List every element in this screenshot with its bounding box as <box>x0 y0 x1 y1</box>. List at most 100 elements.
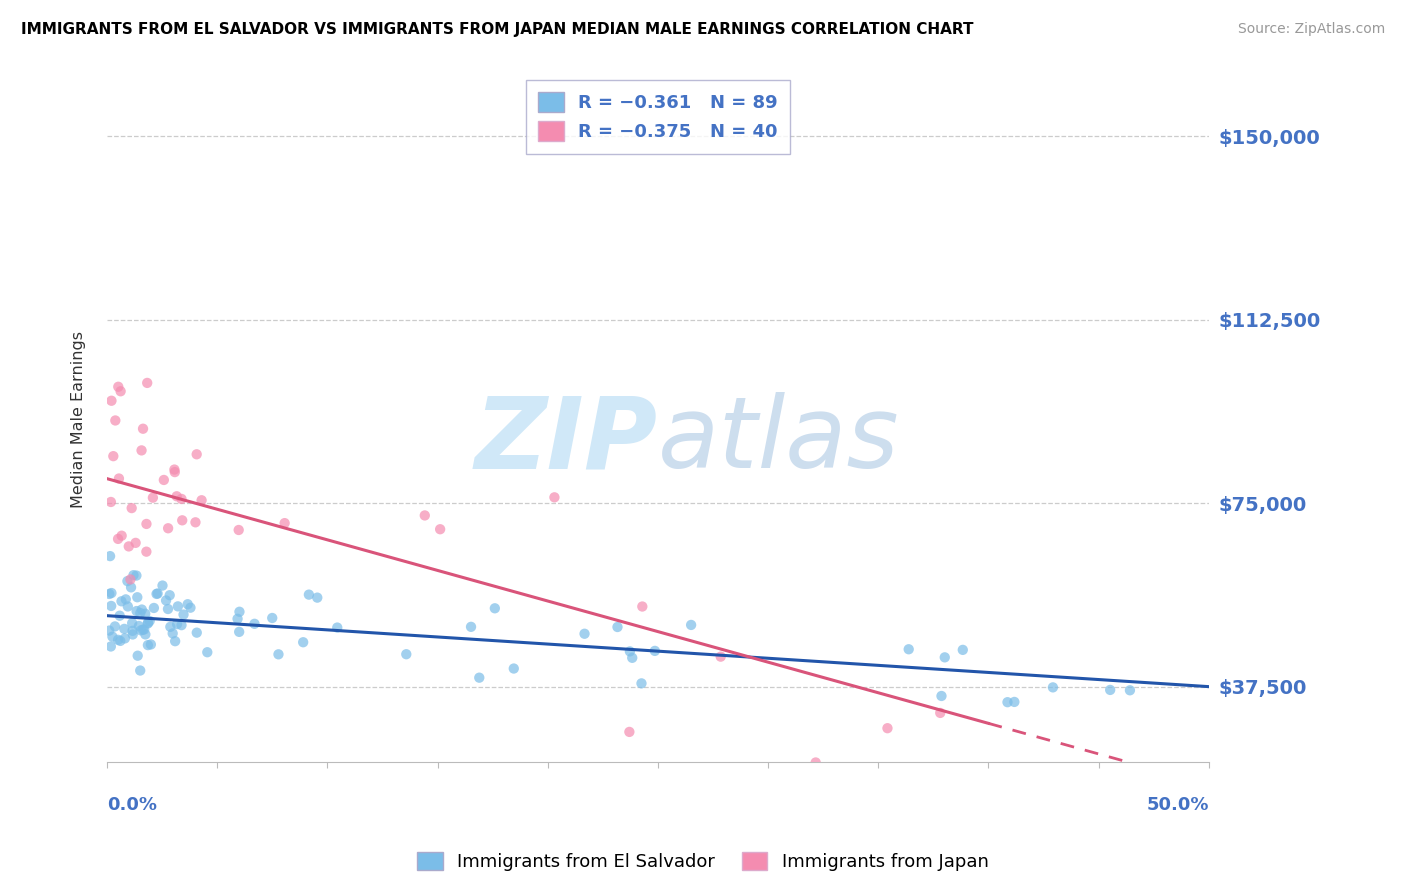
Point <box>1099 682 1122 697</box>
Point <box>112 622 135 636</box>
Point <box>267 648 290 662</box>
Text: 50.0%: 50.0% <box>1146 797 1209 814</box>
Point <box>121 616 143 631</box>
Point <box>136 615 159 630</box>
Point <box>484 601 506 615</box>
Point <box>135 544 157 558</box>
Point <box>166 489 188 503</box>
Point <box>172 513 194 527</box>
Point <box>108 608 131 623</box>
Point <box>460 620 482 634</box>
Point <box>166 617 188 632</box>
Point <box>98 587 121 601</box>
Point <box>929 706 952 720</box>
Legend: Immigrants from El Salvador, Immigrants from Japan: Immigrants from El Salvador, Immigrants … <box>411 845 995 879</box>
Point <box>429 522 451 536</box>
Point <box>1119 683 1142 698</box>
Point <box>156 602 179 616</box>
Point <box>122 568 145 582</box>
Point <box>876 721 898 735</box>
Point <box>100 640 122 654</box>
Point <box>1042 681 1064 695</box>
Point <box>136 638 159 652</box>
Point <box>997 695 1019 709</box>
Point <box>118 540 141 554</box>
Point <box>129 624 152 638</box>
Point <box>114 632 136 646</box>
Point <box>273 516 295 530</box>
Point <box>142 491 165 505</box>
Text: 0.0%: 0.0% <box>107 797 157 814</box>
Point <box>101 630 124 644</box>
Point <box>631 599 654 614</box>
Point <box>111 529 134 543</box>
Point <box>138 614 160 628</box>
Point <box>127 648 149 663</box>
Point <box>100 586 122 600</box>
Point <box>104 619 127 633</box>
Point <box>468 671 491 685</box>
Point <box>127 591 149 605</box>
Point <box>100 495 122 509</box>
Point <box>162 626 184 640</box>
Point <box>121 624 143 638</box>
Point <box>170 618 193 632</box>
Point <box>897 642 920 657</box>
Point <box>167 599 190 614</box>
Point <box>190 493 212 508</box>
Text: IMMIGRANTS FROM EL SALVADOR VS IMMIGRANTS FROM JAPAN MEDIAN MALE EARNINGS CORREL: IMMIGRANTS FROM EL SALVADOR VS IMMIGRANT… <box>21 22 973 37</box>
Point <box>132 422 155 436</box>
Point <box>100 393 122 408</box>
Point <box>574 626 596 640</box>
Point <box>129 606 152 620</box>
Point <box>226 612 249 626</box>
Point <box>502 661 524 675</box>
Point <box>804 756 827 770</box>
Point <box>134 627 156 641</box>
Point <box>243 616 266 631</box>
Point <box>129 664 152 678</box>
Point <box>124 536 146 550</box>
Point <box>132 623 155 637</box>
Point <box>98 549 121 563</box>
Point <box>153 473 176 487</box>
Point <box>136 616 159 631</box>
Point <box>952 643 974 657</box>
Point <box>621 650 644 665</box>
Legend: R = −0.361   N = 89, R = −0.375   N = 40: R = −0.361 N = 89, R = −0.375 N = 40 <box>526 79 790 153</box>
Point <box>710 649 733 664</box>
Point <box>228 605 250 619</box>
Point <box>186 447 208 461</box>
Point <box>163 462 186 476</box>
Point <box>326 621 349 635</box>
Point <box>165 634 187 648</box>
Point <box>110 634 132 648</box>
Point <box>619 725 641 739</box>
Point <box>108 471 131 485</box>
Point <box>619 644 641 658</box>
Point <box>186 625 208 640</box>
Point <box>136 376 159 390</box>
Point <box>152 578 174 592</box>
Point <box>155 593 177 607</box>
Point <box>179 600 201 615</box>
Point <box>413 508 436 523</box>
Point <box>159 588 181 602</box>
Point <box>120 580 142 594</box>
Point <box>107 632 129 647</box>
Point <box>644 644 666 658</box>
Point <box>145 587 167 601</box>
Point <box>195 645 218 659</box>
Point <box>104 413 127 427</box>
Point <box>307 591 329 605</box>
Point <box>103 449 125 463</box>
Point <box>606 620 628 634</box>
Point <box>298 588 321 602</box>
Point <box>395 647 418 661</box>
Y-axis label: Median Male Earnings: Median Male Earnings <box>72 332 86 508</box>
Point <box>228 624 250 639</box>
Point <box>128 619 150 633</box>
Point <box>110 384 132 399</box>
Point <box>292 635 315 649</box>
Text: ZIP: ZIP <box>475 392 658 489</box>
